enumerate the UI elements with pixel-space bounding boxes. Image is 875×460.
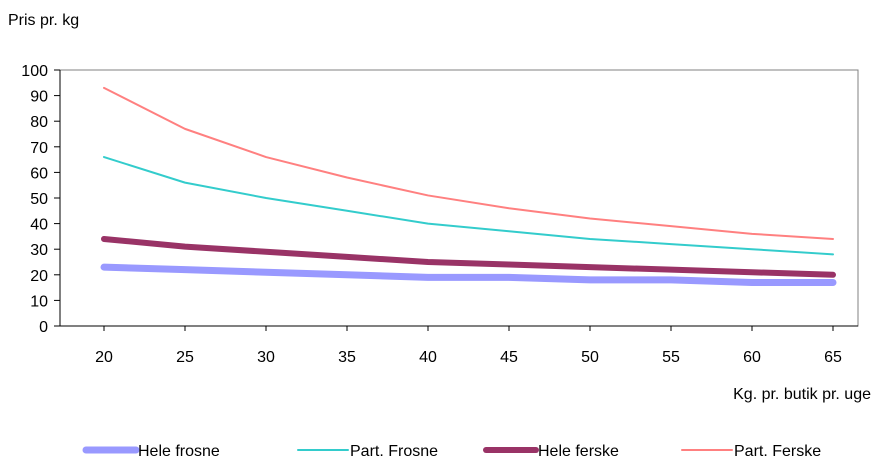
y-tick-label: 0 (39, 319, 48, 336)
y-tick-label: 70 (30, 140, 48, 157)
y-tick-label: 10 (30, 293, 48, 310)
series-line-3 (103, 86, 834, 240)
series-line-2 (101, 235, 836, 278)
legend: Hele frosne Part. Frosne Hele ferske Part. … (82, 443, 821, 460)
x-tick-label: 45 (500, 349, 518, 366)
legend-label-0: Hele frosne (138, 443, 220, 460)
x-tick-label: 35 (338, 349, 356, 366)
series-line-1 (103, 156, 834, 256)
y-tick-label: 100 (21, 63, 48, 80)
legend-label-1: Part. Frosne (350, 443, 438, 460)
x-tick-label: 65 (824, 349, 842, 366)
y-tick-label: 40 (30, 217, 48, 234)
y-tick-label: 30 (30, 242, 48, 259)
x-tick-label: 30 (257, 349, 275, 366)
series-line-0 (100, 263, 837, 286)
series-lines (100, 86, 837, 286)
x-axis-ticks: 20 25 30 35 40 45 50 55 60 65 (95, 326, 842, 366)
x-tick-label: 60 (743, 349, 761, 366)
y-tick-label: 50 (30, 191, 48, 208)
legend-label-3: Part. Ferske (734, 443, 821, 460)
plot-area-frame (59, 69, 859, 327)
x-tick-label: 25 (176, 349, 194, 366)
y-tick-label: 20 (30, 268, 48, 285)
y-tick-label: 60 (30, 165, 48, 182)
y-axis-ticks: 0 10 20 30 40 50 60 70 80 90 100 (21, 63, 60, 336)
y-tick-label: 90 (30, 89, 48, 106)
x-tick-label: 40 (419, 349, 437, 366)
legend-label-2: Hele ferske (538, 443, 619, 460)
x-axis-title: Kg. pr. butik pr. uge (733, 386, 871, 403)
x-tick-label: 50 (581, 349, 599, 366)
x-tick-label: 20 (95, 349, 113, 366)
y-axis-title: Pris pr. kg (8, 12, 79, 29)
x-tick-label: 55 (662, 349, 680, 366)
y-tick-label: 80 (30, 114, 48, 131)
